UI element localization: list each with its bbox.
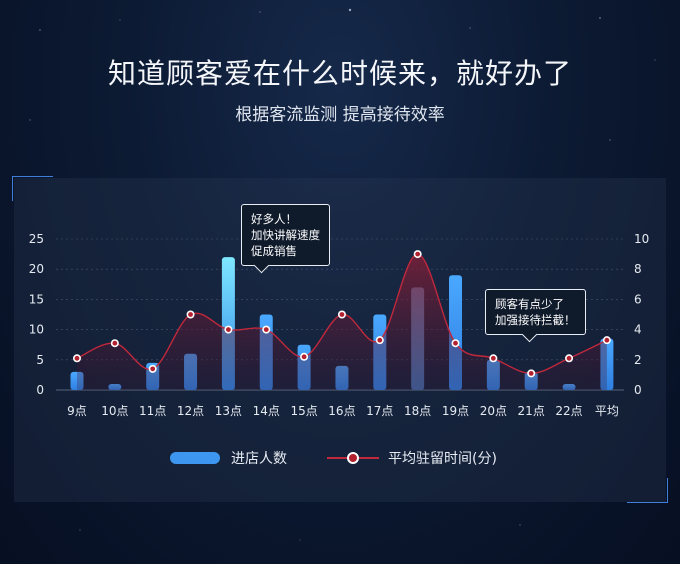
line-point-center — [226, 327, 231, 332]
callout-quiet: 顾客有点少了 加强接待拦截！ — [485, 289, 586, 343]
page-subtitle: 根据客流监测 提高接待效率 — [235, 105, 445, 125]
x-tick-label: 16点 — [328, 404, 355, 418]
panel-corner-bottom-right — [627, 478, 668, 503]
line-point-center — [150, 366, 156, 372]
callout-busy-line: 促成销售 — [251, 244, 297, 258]
x-tick-label: 12点 — [177, 404, 204, 418]
y-left-tick-label: 20 — [29, 262, 44, 276]
line-point-center — [415, 251, 421, 257]
y-right-tick-label: 2 — [634, 353, 642, 367]
line-point-center — [604, 337, 610, 343]
line-point-center — [490, 355, 496, 361]
series-line — [76, 253, 608, 375]
legend-line-marker — [347, 452, 359, 464]
x-tick-label: 平均 — [595, 404, 619, 418]
callout-busy: 好多人！ 加快讲解速度 促成销售 — [241, 204, 330, 274]
y-left-tick-label: 15 — [29, 292, 44, 306]
line-point-center — [263, 327, 269, 332]
y-right-tick-label: 6 — [634, 292, 642, 306]
line-point-center — [301, 354, 307, 360]
line-point-center — [188, 312, 193, 317]
callout-busy-line: 加快讲解速度 — [251, 228, 320, 242]
x-tick-label: 17点 — [366, 404, 393, 418]
x-tick-label: 22点 — [555, 404, 582, 418]
y-left-tick-label: 5 — [36, 353, 44, 367]
x-tick-label: 11点 — [139, 404, 166, 418]
y-left-tick-label: 0 — [36, 383, 44, 397]
line-point-center — [74, 355, 80, 361]
x-tick-label: 15点 — [290, 404, 317, 418]
x-tick-label: 21点 — [518, 404, 545, 418]
line-point-center — [377, 337, 383, 343]
x-tick-label: 19点 — [442, 404, 469, 418]
callout-quiet-line: 加强接待拦截！ — [495, 313, 576, 327]
y-right-tick-label: 10 — [634, 232, 649, 246]
chart-legend: 进店人数 平均驻留时间(分) — [0, 447, 680, 469]
line-point-center — [453, 340, 458, 346]
x-tick-label: 20点 — [480, 404, 507, 418]
legend-bar-swatch — [170, 452, 220, 464]
legend-line-label: 平均驻留时间(分) — [388, 451, 497, 467]
x-tick-label: 13点 — [215, 404, 242, 418]
x-tick-label: 14点 — [253, 404, 280, 418]
x-tick-label: 18点 — [404, 404, 431, 418]
panel-corner-top-left — [12, 176, 53, 201]
line-point-center — [566, 355, 572, 361]
y-right-tick-label: 4 — [634, 323, 642, 337]
line-point-center — [339, 312, 345, 317]
legend-bar-label: 进店人数 — [231, 451, 287, 467]
line-point-center — [112, 340, 118, 346]
page-title: 知道顾客爱在什么时候来，就好办了 — [107, 57, 572, 90]
y-right-tick-label: 0 — [634, 383, 642, 397]
line-point-center — [528, 370, 534, 376]
y-left-tick-label: 10 — [29, 323, 44, 337]
y-right-tick-label: 8 — [634, 262, 642, 276]
line-area — [77, 254, 607, 390]
y-left-tick-label: 25 — [29, 232, 44, 246]
callout-busy-line: 好多人！ — [251, 212, 297, 226]
x-tick-label: 9点 — [67, 404, 87, 418]
x-tick-label: 10点 — [101, 404, 128, 418]
callout-quiet-line: 顾客有点少了 — [495, 297, 564, 311]
